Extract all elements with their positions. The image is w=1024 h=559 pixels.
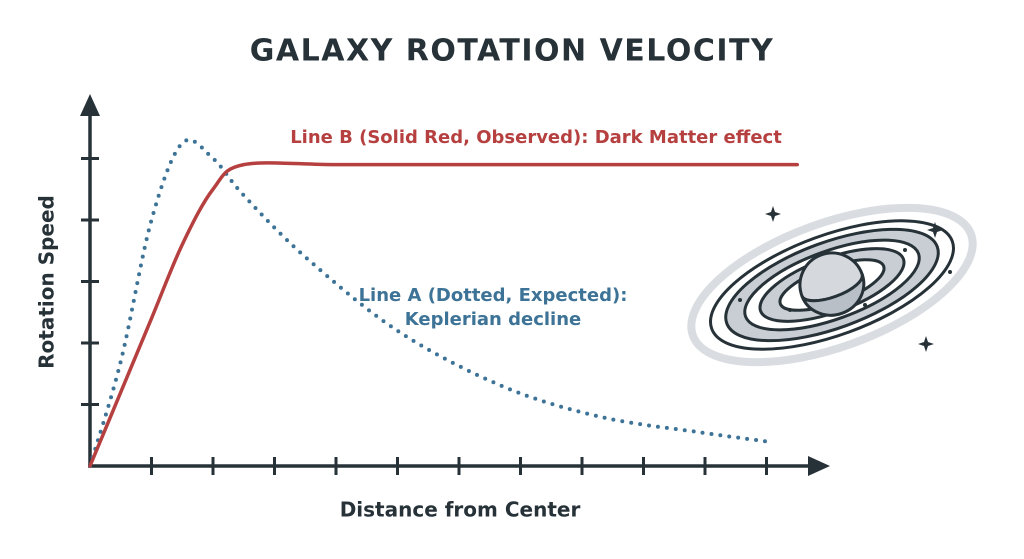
y-axis-label: Rotation Speed — [35, 195, 59, 369]
x-arrow — [808, 456, 830, 476]
axes — [80, 94, 830, 476]
chart-title: GALAXY ROTATION VELOCITY — [250, 34, 774, 69]
annotation: Line A (Dotted, Expected): — [359, 285, 628, 306]
galaxy-illustration — [687, 203, 977, 367]
series-line — [88, 161, 799, 468]
y-arrow — [80, 94, 100, 116]
x-axis-label: Distance from Center — [340, 498, 581, 522]
annotation: Line B (Solid Red, Observed): Dark Matte… — [290, 127, 782, 148]
annotation: Keplerian decline — [405, 309, 582, 330]
stars — [738, 206, 952, 352]
